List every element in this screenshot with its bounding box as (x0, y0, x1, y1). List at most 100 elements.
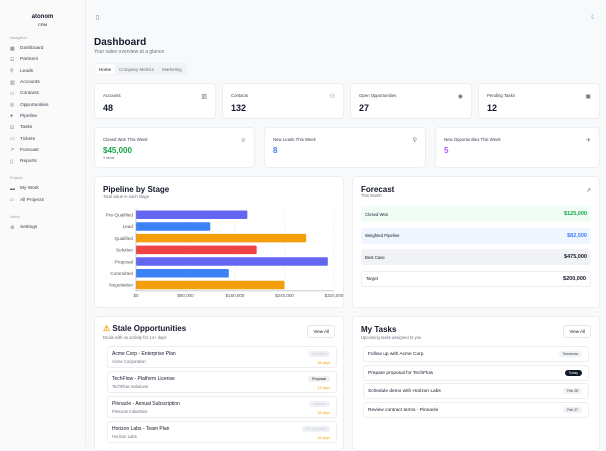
stale-opportunity-item[interactable]: Pinnacle - Annual Subscription Pinnacle I… (107, 396, 337, 418)
stage-badge: Pre-Qualified (301, 426, 330, 432)
pipeline-chart-card: Pipeline by Stage Total value in each st… (94, 176, 344, 308)
stale-opportunities-card: ⚠ Stale Opportunities Deals with no acti… (94, 316, 344, 451)
sidebar: atonom CRM Navigation ▦ Dashboard ☷ Partners ⚲… (0, 0, 86, 445)
sidebar-item-tasks[interactable]: ☑ Tasks (10, 124, 33, 131)
task-item[interactable]: Review contract terms - Pinnacle Feb 27 (363, 401, 589, 418)
y-tick-label: Qualified (114, 236, 133, 241)
forecast-row: Weighted Pipeline $82,500 (361, 227, 591, 244)
forecast-row: Closed Won $125,000 (361, 206, 591, 222)
due-badge: Tomorrow (558, 351, 582, 357)
users-icon: ⚇ (10, 90, 15, 97)
x-tick-label: $0 (133, 293, 139, 298)
forecast-row: Best Case $475,000 (361, 249, 591, 265)
tab-marketing[interactable]: Marketing (162, 66, 182, 72)
task-item[interactable]: Prepare proposal for TechFlow Today (363, 364, 589, 381)
trending-up-icon: ↗ (585, 188, 591, 194)
bar-solution (136, 245, 257, 255)
stage-badge: Proposal (308, 376, 330, 382)
user-plus-icon: ⚲ (10, 68, 14, 75)
bar-chart: $0 $80,000 $160,000 $240,000 $320,000 Pre-Qua… (106, 209, 344, 298)
stale-opportunity-item[interactable]: Horizon Labs - Team Plan Horizon Labs Pre-… (107, 421, 337, 443)
stale-title: Stale Opportunities (112, 324, 187, 333)
y-tick-label: Solution (116, 248, 133, 253)
stale-opportunity-item[interactable]: TechFlow - Platform License TechFlow Solu… (107, 371, 337, 393)
ticket-icon: ▭ (10, 136, 15, 143)
x-tick-label: $80,000 (177, 293, 194, 298)
x-tick-label: $240,000 (275, 293, 294, 298)
forecast-row: Target $200,000 (361, 270, 591, 287)
due-badge: Feb 27 (563, 406, 582, 413)
tasks-view-all-button[interactable]: View All (563, 325, 591, 338)
y-tick-label: Proposal (114, 259, 133, 264)
check-square-icon: ☑ (10, 124, 15, 131)
sidebar-item-forecast[interactable]: ↗ Forecast (10, 147, 39, 154)
x-tick-label: $320,000 (325, 293, 344, 298)
sidebar-item-all-projects[interactable]: ▱ All Projects (10, 197, 44, 204)
tasks-subtitle: Upcoming tasks assigned to you (361, 335, 422, 340)
sidebar-item-opportunities[interactable]: ◎ Opportunities (10, 102, 49, 109)
nav-group-title: Navigation (10, 36, 27, 40)
pipeline-icon: ● (10, 113, 14, 120)
weekly-card: New Opportunities This Week 5 ✈ (435, 127, 600, 168)
due-badge: Today (564, 369, 582, 376)
tasks-title: My Tasks (361, 325, 397, 334)
due-badge: Feb 25 (563, 388, 582, 394)
building-icon: ▥ (10, 79, 15, 86)
bar-committed (136, 269, 229, 278)
sidebar-item-contacts[interactable]: ⚇ Contacts (10, 90, 39, 97)
users-icon: ⚇ (329, 94, 335, 100)
task-item[interactable]: Schedule demo with Horizon Labs Feb 25 (363, 383, 589, 399)
file-icon: ▯ (10, 158, 13, 165)
nav-group-title: Admin (10, 214, 21, 219)
sidebar-item-tickets[interactable]: ▭ Tickets (10, 136, 36, 143)
sidebar-item-accounts[interactable]: ▥ Accounts (10, 79, 40, 86)
x-tick-label: $160,000 (226, 293, 245, 298)
trophy-icon: ♕ (240, 138, 246, 144)
briefcase-icon: ▬ (10, 185, 15, 192)
task-item[interactable]: Follow up with Acme Corp Tomorrow (363, 346, 589, 362)
chart-title: Pipeline by Stage (103, 185, 170, 194)
tab-home[interactable]: Home (95, 64, 116, 74)
grid-icon: ▦ (10, 45, 15, 52)
sidebar-item-my-work[interactable]: ▬ My Work (10, 185, 39, 192)
stage-badge: Qualified (308, 351, 330, 357)
handshake-icon: ☷ (10, 56, 15, 63)
page-subtitle: Your sales overview at a glance (94, 49, 165, 55)
sidebar-toggle-icon[interactable]: ▯ (96, 15, 100, 21)
forecast-card: Forecast This Month ↗ Closed Won $125,000… (352, 176, 600, 308)
bar-negotiation (136, 280, 285, 290)
stat-card: Accounts 48 ▥ (94, 83, 216, 119)
y-tick-label: Lead (123, 224, 134, 229)
nav-group-title: Projects (10, 176, 23, 181)
weekly-card: New Leads This Week 8 ⚲ (264, 127, 426, 168)
tabs: Home Company Metrics Marketing (94, 63, 187, 75)
user-plus-icon: ⚲ (412, 138, 417, 144)
stat-card: Contacts 132 ⚇ (222, 83, 344, 119)
sidebar-item-partners[interactable]: ☷ Partners (10, 56, 39, 63)
page-title: Dashboard (94, 37, 147, 48)
trending-up-icon: ↗ (10, 147, 15, 154)
bar-lead (136, 222, 211, 231)
stat-card: Pending Tasks 12 ▣ (478, 83, 600, 119)
tasks-card: My Tasks Upcoming tasks assigned to you … (352, 316, 600, 451)
sidebar-item-leads[interactable]: ⚲ Leads (10, 68, 34, 75)
moon-icon[interactable]: ☾ (590, 15, 596, 21)
logo[interactable]: atonom CRM (31, 14, 54, 27)
target-icon: ◎ (10, 102, 15, 109)
chart-subtitle: Total value in each stage (103, 194, 150, 199)
gear-icon: ⚙ (10, 224, 15, 231)
bar-proposal (136, 257, 328, 266)
stale-opportunity-item[interactable]: Acme Corp - Enterprise Plan Acme Corporat… (107, 346, 337, 368)
y-tick-label: Negotiation (109, 283, 133, 288)
sidebar-item-reports[interactable]: ▯ Reports (10, 158, 37, 165)
sidebar-item-settings[interactable]: ⚙ Settings (10, 224, 38, 231)
stale-subtitle: Deals with no activity for 14+ days (103, 335, 167, 340)
weekly-card: Closed Won This Week $45,000 3 deals ♕ (94, 127, 255, 168)
y-tick-label: Committed (110, 271, 133, 276)
warning-icon: ⚠ (103, 324, 111, 333)
target-icon: ◉ (457, 94, 463, 100)
stale-view-all-button[interactable]: View All (307, 325, 335, 338)
sidebar-item-pipeline[interactable]: ● Pipeline (10, 113, 38, 120)
sidebar-item-dashboard[interactable]: ▦ Dashboard (10, 45, 44, 52)
tab-company-metrics[interactable]: Company Metrics (119, 66, 155, 72)
